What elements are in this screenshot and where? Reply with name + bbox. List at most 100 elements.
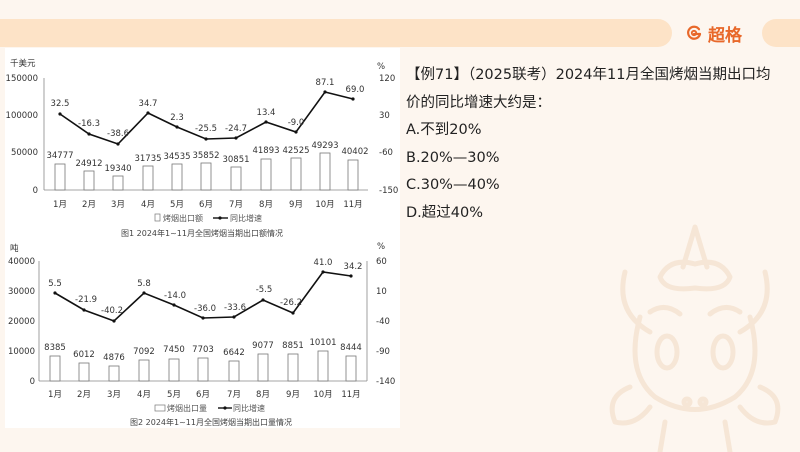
svg-text:4月: 4月 (137, 390, 151, 400)
svg-text:1月: 1月 (53, 200, 67, 210)
svg-text:150000: 150000 (6, 74, 38, 84)
svg-text:9月: 9月 (286, 390, 300, 400)
line-series (59, 91, 354, 145)
unicorn-mascot-icon (609, 224, 781, 452)
svg-text:40402: 40402 (341, 147, 368, 157)
svg-text:5月: 5月 (170, 200, 184, 210)
svg-text:0: 0 (33, 186, 38, 196)
x-axis-labels: 1月 2月 3月 4月 5月 6月 7月 8月 9月 10月 11月 (48, 390, 361, 400)
line-value-labels: 5.5 -21.9 -40.2 5.8 -14.0 -36.0 -33.6 -5… (48, 258, 362, 316)
option-c[interactable]: C.30%—40% (406, 177, 500, 194)
svg-text:4月: 4月 (141, 200, 155, 210)
svg-text:34.2: 34.2 (344, 262, 363, 272)
svg-text:31735: 31735 (134, 154, 161, 164)
svg-text:-150: -150 (379, 186, 398, 196)
svg-text:7450: 7450 (163, 345, 185, 355)
svg-text:8444: 8444 (340, 343, 362, 353)
svg-text:-140: -140 (376, 377, 395, 387)
svg-text:13.4: 13.4 (257, 108, 276, 118)
svg-text:1月: 1月 (48, 390, 62, 400)
svg-text:60: 60 (376, 257, 387, 267)
option-d[interactable]: D.超过40% (406, 204, 484, 221)
svg-text:42525: 42525 (282, 146, 309, 156)
svg-text:50000: 50000 (11, 148, 38, 158)
bar-value-labels: 8385 6012 4876 7092 7450 7703 6642 9077 … (44, 338, 362, 363)
svg-text:3月: 3月 (107, 390, 121, 400)
svg-text:-24.7: -24.7 (225, 124, 247, 134)
brand-g-icon (687, 25, 702, 40)
svg-text:30000: 30000 (8, 287, 35, 297)
svg-text:30851: 30851 (222, 155, 249, 165)
svg-text:32.5: 32.5 (51, 99, 70, 109)
svg-text:41.0: 41.0 (314, 258, 333, 268)
svg-text:34535: 34535 (163, 152, 190, 162)
svg-text:11月: 11月 (341, 390, 360, 400)
svg-text:-26.2: -26.2 (280, 298, 302, 308)
svg-text:-25.5: -25.5 (195, 124, 217, 134)
chart-title: 图2 2024年1~11月全国烤烟当期出口量情况 (130, 417, 292, 427)
svg-text:8月: 8月 (256, 390, 270, 400)
svg-text:7703: 7703 (192, 345, 214, 355)
svg-text:49293: 49293 (311, 141, 338, 151)
svg-text:-40.2: -40.2 (101, 306, 123, 316)
option-b[interactable]: B.20%—30% (406, 149, 500, 166)
svg-text:-5.5: -5.5 (256, 285, 273, 295)
svg-text:4876: 4876 (103, 353, 125, 363)
svg-text:10000: 10000 (8, 347, 35, 357)
svg-text:20000: 20000 (8, 317, 35, 327)
svg-text:6月: 6月 (196, 390, 210, 400)
svg-text:8月: 8月 (259, 200, 273, 210)
y-axis-right-label: % (377, 242, 385, 252)
svg-text:5.8: 5.8 (137, 279, 151, 289)
svg-text:10101: 10101 (309, 338, 336, 348)
svg-text:2月: 2月 (82, 200, 96, 210)
chart-export-value: 千美元 % 150000 100000 50000 0 120 30 -60 -… (6, 58, 399, 238)
x-axis-labels: 1月 2月 3月 4月 5月 6月 7月 8月 9月 10月 11月 (53, 200, 363, 210)
top-banner (0, 19, 672, 47)
svg-text:41893: 41893 (252, 146, 279, 156)
svg-text:5月: 5月 (167, 390, 181, 400)
bar-series (54, 152, 359, 191)
chart-export-volume: 吨 % 40000 30000 20000 10000 0 60 10 -40 … (8, 242, 395, 427)
top-banner-right (762, 19, 800, 47)
y-axis-left-label: 千美元 (10, 58, 36, 69)
svg-text:24912: 24912 (75, 159, 102, 169)
brand-logo: 超格 (686, 20, 742, 46)
question-stem-line-2: 价的同比增速大约是： (406, 94, 551, 111)
svg-text:87.1: 87.1 (316, 78, 335, 88)
y-axis-left-ticks: 150000 100000 50000 0 (6, 74, 38, 196)
svg-text:9月: 9月 (289, 200, 303, 210)
svg-text:5.5: 5.5 (48, 279, 62, 289)
y-axis-left-label: 吨 (10, 243, 19, 254)
y-axis-right-label: % (377, 62, 385, 72)
svg-text:-9.0: -9.0 (288, 118, 305, 128)
svg-text:同比增速: 同比增速 (233, 403, 265, 413)
svg-text:-36.0: -36.0 (194, 304, 216, 314)
svg-text:19340: 19340 (104, 164, 131, 174)
svg-text:34.7: 34.7 (139, 99, 158, 109)
svg-text:3月: 3月 (111, 200, 125, 210)
svg-text:11月: 11月 (343, 200, 362, 210)
svg-text:-33.6: -33.6 (224, 303, 246, 313)
svg-text:2.3: 2.3 (170, 113, 184, 123)
svg-text:10月: 10月 (313, 390, 332, 400)
svg-text:35852: 35852 (192, 151, 219, 161)
question-block: 【例71】（2025联考）2024年11月全国烤烟当期出口均 价的同比增速大约是… (406, 62, 796, 228)
svg-text:8851: 8851 (282, 341, 304, 351)
svg-text:100000: 100000 (6, 111, 38, 121)
svg-text:30: 30 (379, 111, 390, 121)
svg-text:120: 120 (379, 74, 395, 84)
svg-text:6012: 6012 (73, 350, 95, 360)
svg-text:40000: 40000 (8, 257, 35, 267)
bar-value-labels: 34777 24912 19340 31735 34535 35852 3085… (46, 141, 368, 174)
option-a[interactable]: A.不到20% (406, 122, 482, 139)
svg-text:同比增速: 同比增速 (230, 213, 262, 223)
question-stem-line-1: 【例71】（2025联考）2024年11月全国烤烟当期出口均 (406, 67, 771, 83)
svg-text:-60: -60 (379, 148, 393, 158)
y-axis-right-ticks: 120 30 -60 -150 (379, 74, 398, 196)
svg-text:10月: 10月 (315, 200, 334, 210)
svg-text:10: 10 (376, 287, 387, 297)
line-value-labels: 32.5 -16.3 -38.6 34.7 2.3 -25.5 -24.7 13… (51, 78, 365, 139)
svg-text:7092: 7092 (133, 347, 155, 357)
svg-text:69.0: 69.0 (346, 85, 365, 95)
